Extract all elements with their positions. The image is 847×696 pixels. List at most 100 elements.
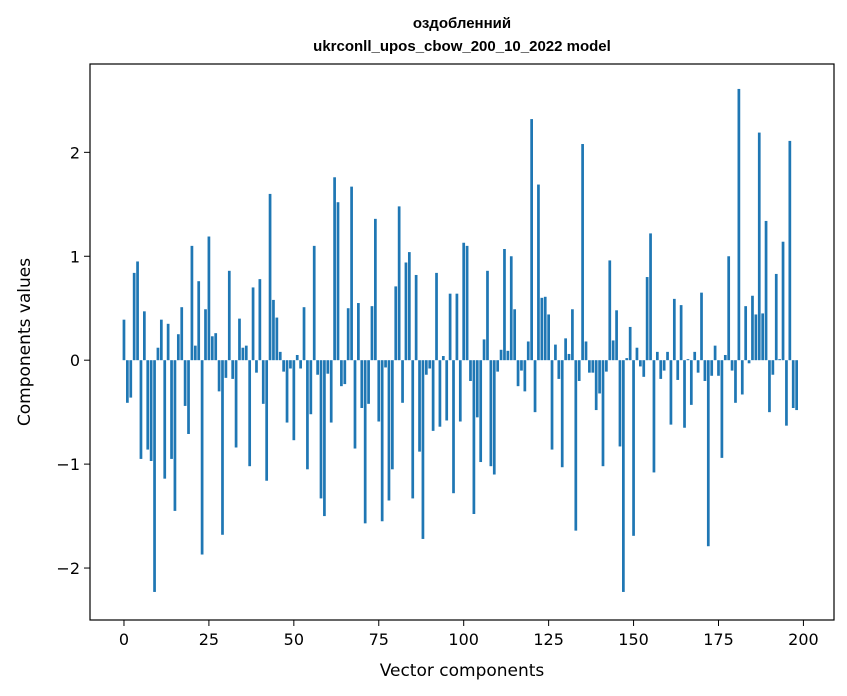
x-tick-label: 150: [618, 630, 649, 649]
bar: [509, 256, 513, 361]
bar: [655, 351, 659, 361]
bar: [143, 311, 146, 361]
bar: [540, 297, 544, 361]
bar: [669, 360, 673, 425]
bar: [574, 360, 578, 531]
x-tick-label: 0: [119, 630, 129, 649]
bar: [149, 360, 153, 461]
bar: [598, 360, 601, 394]
x-axis-ticks: 0 25 50 75 100 125 150 175 200: [119, 620, 819, 649]
bar: [187, 360, 190, 434]
bar: [122, 319, 126, 361]
bar: [204, 309, 207, 361]
bar: [710, 360, 714, 376]
bar: [567, 353, 571, 361]
bar: [588, 360, 591, 373]
bar: [496, 360, 500, 372]
bar: [605, 360, 608, 372]
bar: [601, 360, 605, 467]
bar: [608, 260, 612, 361]
x-tick-label: 50: [284, 630, 304, 649]
bar: [632, 360, 635, 536]
bar: [238, 318, 241, 361]
bar: [764, 220, 768, 361]
bar: [421, 360, 425, 539]
x-tick-label: 75: [369, 630, 389, 649]
bar: [377, 360, 381, 422]
bar: [309, 360, 313, 415]
bar: [190, 245, 194, 361]
bar: [615, 310, 618, 361]
y-axis-label: Components values: [15, 258, 35, 426]
bar: [394, 286, 398, 361]
bar: [319, 360, 323, 499]
bar: [353, 360, 357, 449]
bar: [513, 309, 517, 361]
bar: [268, 193, 272, 361]
bar: [207, 236, 211, 361]
bar: [723, 354, 727, 361]
bar: [611, 340, 615, 361]
bar: [475, 360, 479, 418]
bar: [401, 360, 404, 403]
bar: [622, 360, 625, 592]
bar: [676, 360, 680, 380]
bar: [302, 307, 306, 361]
bar: [768, 360, 771, 413]
bar: [666, 351, 669, 361]
bar: [689, 360, 693, 405]
bar: [214, 333, 218, 361]
bar: [489, 360, 493, 467]
bar: [696, 360, 700, 373]
bar: [146, 360, 150, 450]
bar: [679, 305, 683, 361]
chart-title-line-2: ukrconll_upos_cbow_200_10_2022 model: [313, 38, 611, 55]
bar: [370, 306, 374, 361]
bar: [642, 360, 646, 377]
bar: [221, 360, 224, 535]
bar: [448, 293, 452, 361]
bar: [781, 241, 785, 361]
bar: [693, 351, 697, 361]
bar: [197, 281, 201, 361]
y-axis-ticks: −2 −1 0 1 2: [56, 143, 90, 578]
bar: [547, 314, 550, 361]
bar: [312, 245, 316, 361]
bar: [275, 317, 279, 361]
bar-series: [122, 88, 798, 592]
bar: [717, 360, 720, 376]
bar: [744, 306, 748, 361]
bar: [639, 360, 642, 367]
bar: [224, 360, 228, 378]
bar: [533, 360, 537, 413]
bar: [757, 132, 761, 361]
bar: [136, 261, 139, 361]
bar: [384, 360, 387, 368]
bar: [652, 360, 656, 473]
bar: [543, 296, 547, 361]
bar: [363, 360, 367, 524]
bar: [295, 354, 299, 361]
bar: [520, 360, 523, 371]
bar: [526, 341, 530, 361]
bar: [577, 360, 581, 381]
bar: [751, 295, 754, 361]
bar: [424, 360, 428, 375]
bar: [686, 359, 690, 361]
bar: [251, 287, 255, 361]
bar: [411, 360, 415, 499]
bar: [523, 360, 527, 392]
bar: [129, 360, 133, 398]
bar: [469, 360, 472, 381]
bar: [343, 360, 347, 385]
bar: [618, 360, 622, 447]
bar: [747, 360, 751, 364]
bar: [166, 323, 170, 361]
bar: [730, 360, 734, 371]
bar: [703, 360, 707, 381]
bar: [516, 360, 520, 387]
bar: [407, 252, 411, 361]
bar: [761, 313, 765, 361]
bar: [506, 350, 510, 361]
